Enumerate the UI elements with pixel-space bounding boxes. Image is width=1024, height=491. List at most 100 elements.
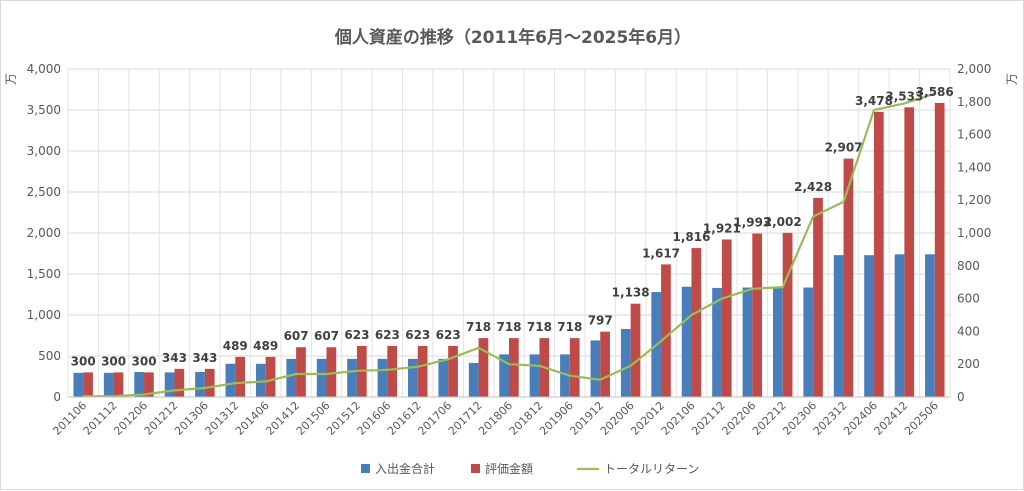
bar-deposit — [499, 354, 509, 397]
y-left-tick-label: 500 — [38, 349, 61, 363]
data-label: 623 — [436, 328, 461, 342]
bar-deposit — [742, 287, 753, 397]
bar-valuation — [691, 248, 702, 397]
y-right-tick-label: 800 — [957, 259, 980, 273]
data-label: 607 — [284, 329, 309, 343]
data-label: 2,002 — [764, 215, 802, 229]
y-right-tick-label: 200 — [957, 357, 980, 371]
legend-label: トータルリターン — [604, 462, 699, 476]
data-label: 300 — [101, 354, 126, 368]
bar-deposit — [772, 287, 783, 397]
bar-deposit — [529, 354, 540, 397]
bar-deposit — [408, 358, 418, 397]
bar-deposit — [164, 372, 175, 397]
data-label: 623 — [405, 328, 430, 342]
chart-title: 個人資産の推移（2011年6月～2025年6月） — [334, 27, 691, 48]
bar-deposit — [620, 328, 631, 397]
legend-label: 評価金額 — [485, 461, 533, 476]
data-label: 3,533 — [885, 89, 923, 103]
data-label: 1,617 — [642, 246, 680, 260]
data-label: 718 — [496, 320, 521, 334]
bar-valuation — [144, 372, 154, 397]
y-left-tick-label: 2,000 — [27, 226, 61, 240]
data-label: 1,816 — [672, 230, 710, 244]
bar-deposit — [438, 358, 449, 397]
bar-deposit — [347, 358, 357, 397]
data-labels: 300 300 300 343 343 489 489 607 607 623 623 623 623 7… — [71, 85, 954, 368]
bar-deposit — [195, 371, 205, 397]
bar-deposit — [681, 286, 692, 397]
bar-valuation — [296, 347, 306, 397]
bar-deposit — [377, 358, 388, 397]
bar-valuation — [83, 372, 93, 397]
bar-valuation — [782, 232, 793, 397]
legend: 入出金合計 評価金額 トータルリターン — [361, 461, 699, 476]
bar-valuation — [113, 372, 124, 397]
data-label: 797 — [588, 314, 613, 328]
y-right-tick-label: 0 — [957, 390, 965, 404]
bar-deposit — [712, 287, 722, 397]
data-label: 1,993 — [733, 216, 771, 230]
data-label: 300 — [71, 354, 96, 368]
data-label: 2,907 — [825, 141, 863, 155]
y-left-tick-label: 1,000 — [27, 308, 61, 322]
bar-valuation — [813, 197, 823, 397]
bar-deposit — [286, 358, 297, 397]
bar-valuation — [752, 233, 763, 397]
y-left-tick-label: 3,000 — [27, 144, 61, 158]
data-label: 718 — [527, 320, 552, 334]
data-label: 607 — [314, 329, 339, 343]
y-right-tick-label: 600 — [957, 292, 980, 306]
data-label: 623 — [375, 328, 400, 342]
y-right-unit: 万 — [1005, 73, 1019, 85]
bar-deposit — [73, 372, 84, 397]
bar-deposit — [255, 363, 266, 397]
bar-deposit — [103, 372, 114, 397]
bar-valuation — [235, 356, 246, 397]
data-label: 1,921 — [703, 221, 741, 235]
y-right-tick-label: 1,200 — [957, 193, 991, 207]
bar-valuation — [326, 347, 337, 397]
data-label: 489 — [253, 339, 278, 353]
y-right-tick-label: 1,400 — [957, 160, 991, 174]
bar-valuation — [721, 239, 732, 397]
bar-valuation — [630, 303, 641, 397]
bar-deposit — [833, 255, 844, 397]
bars — [73, 102, 945, 397]
y-right-tick-label: 1,600 — [957, 128, 991, 142]
bar-valuation — [873, 111, 884, 397]
bar-deposit — [316, 358, 327, 397]
data-label: 300 — [132, 354, 157, 368]
bar-deposit — [864, 255, 874, 397]
gridlines — [67, 68, 951, 397]
legend-swatch — [361, 464, 370, 473]
bar-valuation — [387, 345, 398, 397]
data-label: 1,138 — [612, 286, 650, 300]
y-left-tick-label: 4,000 — [27, 62, 61, 76]
y-left-tick-label: 1,500 — [27, 267, 61, 281]
return-line-path — [83, 92, 936, 398]
bar-deposit — [560, 354, 570, 397]
bar-valuation — [600, 331, 610, 397]
bar-deposit — [590, 340, 601, 397]
legend-swatch — [471, 464, 480, 473]
bar-valuation — [509, 338, 519, 397]
data-label: 718 — [557, 320, 582, 334]
bar-deposit — [803, 287, 814, 397]
y-left-tick-label: 0 — [53, 390, 61, 404]
bar-valuation — [204, 368, 215, 397]
data-label: 3,586 — [916, 85, 954, 99]
bar-valuation — [174, 368, 185, 397]
bar-deposit — [134, 371, 145, 397]
data-label: 3,478 — [855, 94, 893, 108]
data-label: 718 — [466, 320, 491, 334]
bar-valuation — [265, 356, 276, 397]
bar-valuation — [934, 102, 945, 397]
bar-valuation — [904, 107, 915, 397]
y-left-tick-label: 3,500 — [27, 103, 61, 117]
legend-label: 入出金合計 — [375, 461, 435, 476]
bar-deposit — [468, 362, 479, 397]
y-left-unit: 万 — [4, 73, 18, 85]
